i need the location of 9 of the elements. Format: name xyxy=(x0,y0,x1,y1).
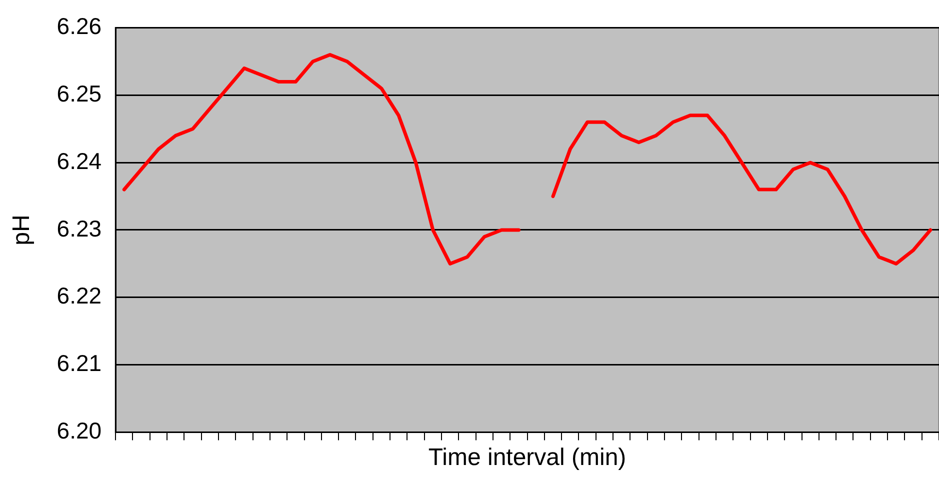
y-tick-label: 6.21 xyxy=(56,350,102,376)
y-tick-label: 6.25 xyxy=(56,80,102,107)
y-tick-label: 6.26 xyxy=(56,13,102,40)
y-axis-title: pH xyxy=(8,214,36,246)
y-tick-label: 6.22 xyxy=(56,282,102,309)
y-tick-label: 6.23 xyxy=(56,215,102,242)
y-tick-label: 6.24 xyxy=(56,148,102,174)
y-tick-label: 6.20 xyxy=(56,418,102,444)
x-axis-title: Time interval (min) xyxy=(428,444,626,472)
